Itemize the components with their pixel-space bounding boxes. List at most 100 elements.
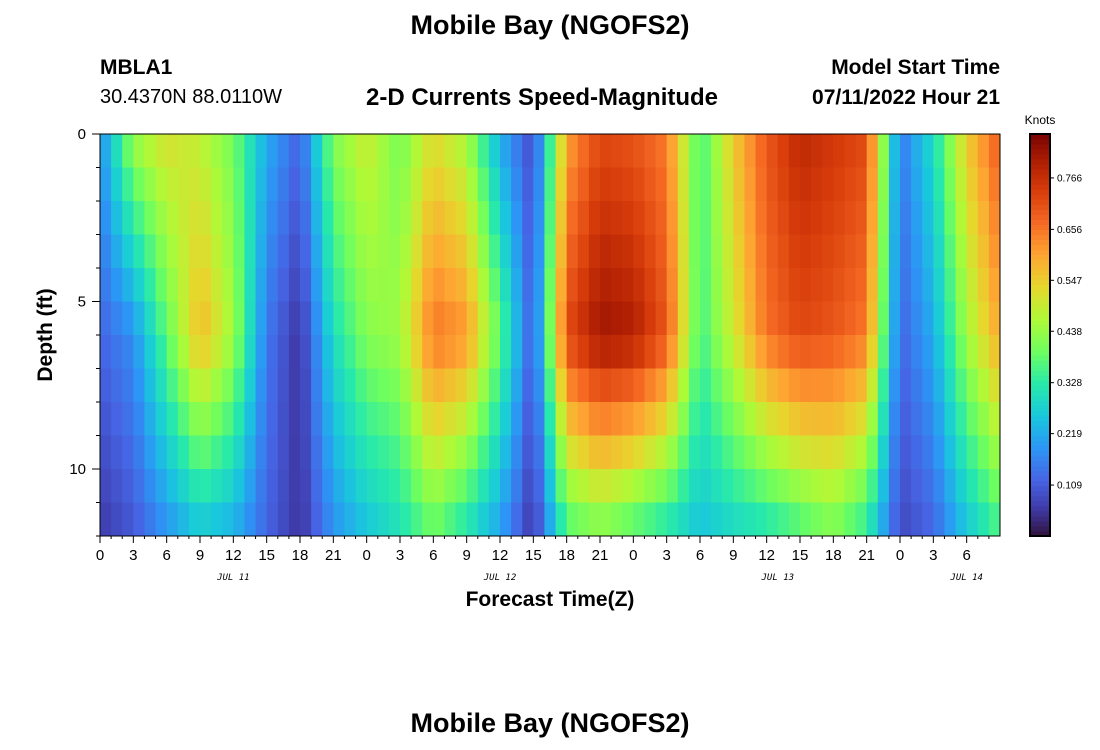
heatmap-cell — [111, 435, 123, 470]
heatmap-cell — [344, 435, 357, 470]
heatmap-cell — [833, 469, 845, 503]
heatmap-cell — [244, 402, 257, 436]
heatmap-cell — [655, 502, 668, 537]
heatmap-cell — [855, 268, 868, 302]
heatmap-cell — [355, 402, 368, 436]
heatmap-cell — [255, 201, 268, 235]
heatmap-cell — [833, 134, 845, 168]
colorbar-segment — [1030, 380, 1050, 386]
heatmap-cell — [922, 335, 934, 369]
heatmap-cell — [166, 335, 179, 369]
heatmap-cell — [877, 301, 890, 336]
heatmap-cell — [400, 435, 412, 470]
heatmap-cell — [533, 201, 545, 235]
heatmap-cell — [900, 502, 912, 537]
heatmap-cell — [322, 167, 334, 202]
date-label: JUL 11 — [216, 573, 250, 583]
heatmap-cell — [344, 335, 357, 369]
heatmap-cell — [266, 435, 279, 470]
heatmap-cell — [988, 502, 1001, 537]
heatmap-cell — [533, 335, 545, 369]
heatmap-cell — [500, 134, 512, 168]
heatmap-cell — [977, 402, 990, 436]
heatmap-cell — [988, 368, 1001, 403]
heatmap-cell — [511, 301, 523, 336]
heatmap-cell — [966, 201, 979, 235]
heatmap-cell — [644, 435, 657, 470]
heatmap-cell — [622, 234, 634, 269]
heatmap-cell — [422, 335, 434, 369]
heatmap-cell — [944, 368, 957, 403]
colorbar-segment — [1030, 194, 1050, 200]
heatmap-cell — [888, 234, 901, 269]
heatmap-cell — [755, 301, 768, 336]
heatmap-cell — [166, 167, 179, 202]
heatmap-cell — [144, 134, 157, 168]
heatmap-cell — [611, 435, 623, 470]
heatmap-cell — [477, 234, 490, 269]
heatmap-cell — [722, 402, 734, 436]
heatmap-cells — [100, 134, 1001, 537]
heatmap-cell — [577, 435, 590, 470]
heatmap-cell — [411, 134, 423, 168]
heatmap-cell — [444, 469, 457, 503]
heatmap-cell — [522, 469, 534, 503]
heatmap-cell — [400, 134, 412, 168]
heatmap-cell — [511, 234, 523, 269]
heatmap-cell — [100, 368, 112, 403]
heatmap-cell — [711, 402, 723, 436]
heatmap-cell — [944, 402, 957, 436]
heatmap-cell — [788, 134, 801, 168]
heatmap-cell — [333, 301, 345, 336]
heatmap-cell — [766, 167, 779, 202]
heatmap-cell — [922, 134, 934, 168]
heatmap-cell — [300, 301, 312, 336]
heatmap-cell — [388, 502, 401, 537]
heatmap-cell — [211, 368, 223, 403]
heatmap-cell — [322, 435, 334, 470]
heatmap-cell — [777, 502, 790, 537]
heatmap-cell — [377, 502, 390, 537]
heatmap-cell — [188, 502, 201, 537]
heatmap-cell — [200, 368, 212, 403]
heatmap-cell — [888, 268, 901, 302]
heatmap-cell — [866, 234, 879, 269]
heatmap-cell — [766, 268, 779, 302]
heatmap-cell — [733, 368, 745, 403]
heatmap-cell — [255, 268, 268, 302]
heatmap-cell — [288, 301, 301, 336]
heatmap-cell — [766, 234, 779, 269]
heatmap-cell — [800, 469, 812, 503]
heatmap-cell — [155, 167, 168, 202]
x-tick-label: 9 — [462, 547, 470, 564]
heatmap-cell — [322, 268, 334, 302]
heatmap-cell — [522, 167, 534, 202]
heatmap-cell — [644, 502, 657, 537]
heatmap-cell — [277, 301, 290, 336]
heatmap-cell — [777, 268, 790, 302]
heatmap-cell — [333, 502, 345, 537]
heatmap-cell — [833, 368, 845, 403]
heatmap-cell — [933, 201, 945, 235]
heatmap-cell — [566, 335, 579, 369]
heatmap-cell — [977, 134, 990, 168]
heatmap-cell — [811, 502, 823, 537]
heatmap-cell — [133, 201, 145, 235]
heatmap-cell — [566, 268, 579, 302]
heatmap-cell — [122, 368, 134, 403]
heatmap-cell — [688, 335, 701, 369]
heatmap-cell — [544, 402, 557, 436]
heatmap-cell — [500, 368, 512, 403]
heatmap-cell — [311, 268, 323, 302]
heatmap-cell — [488, 335, 501, 369]
heatmap-cell — [433, 435, 445, 470]
heatmap-cell — [500, 435, 512, 470]
heatmap-cell — [811, 469, 823, 503]
heatmap-cell — [133, 335, 145, 369]
heatmap-cell — [777, 469, 790, 503]
heatmap-cell — [222, 268, 234, 302]
heatmap-cell — [655, 301, 668, 336]
heatmap-cell — [288, 435, 301, 470]
heatmap-cell — [144, 402, 157, 436]
colorbar-segment — [1030, 184, 1050, 190]
